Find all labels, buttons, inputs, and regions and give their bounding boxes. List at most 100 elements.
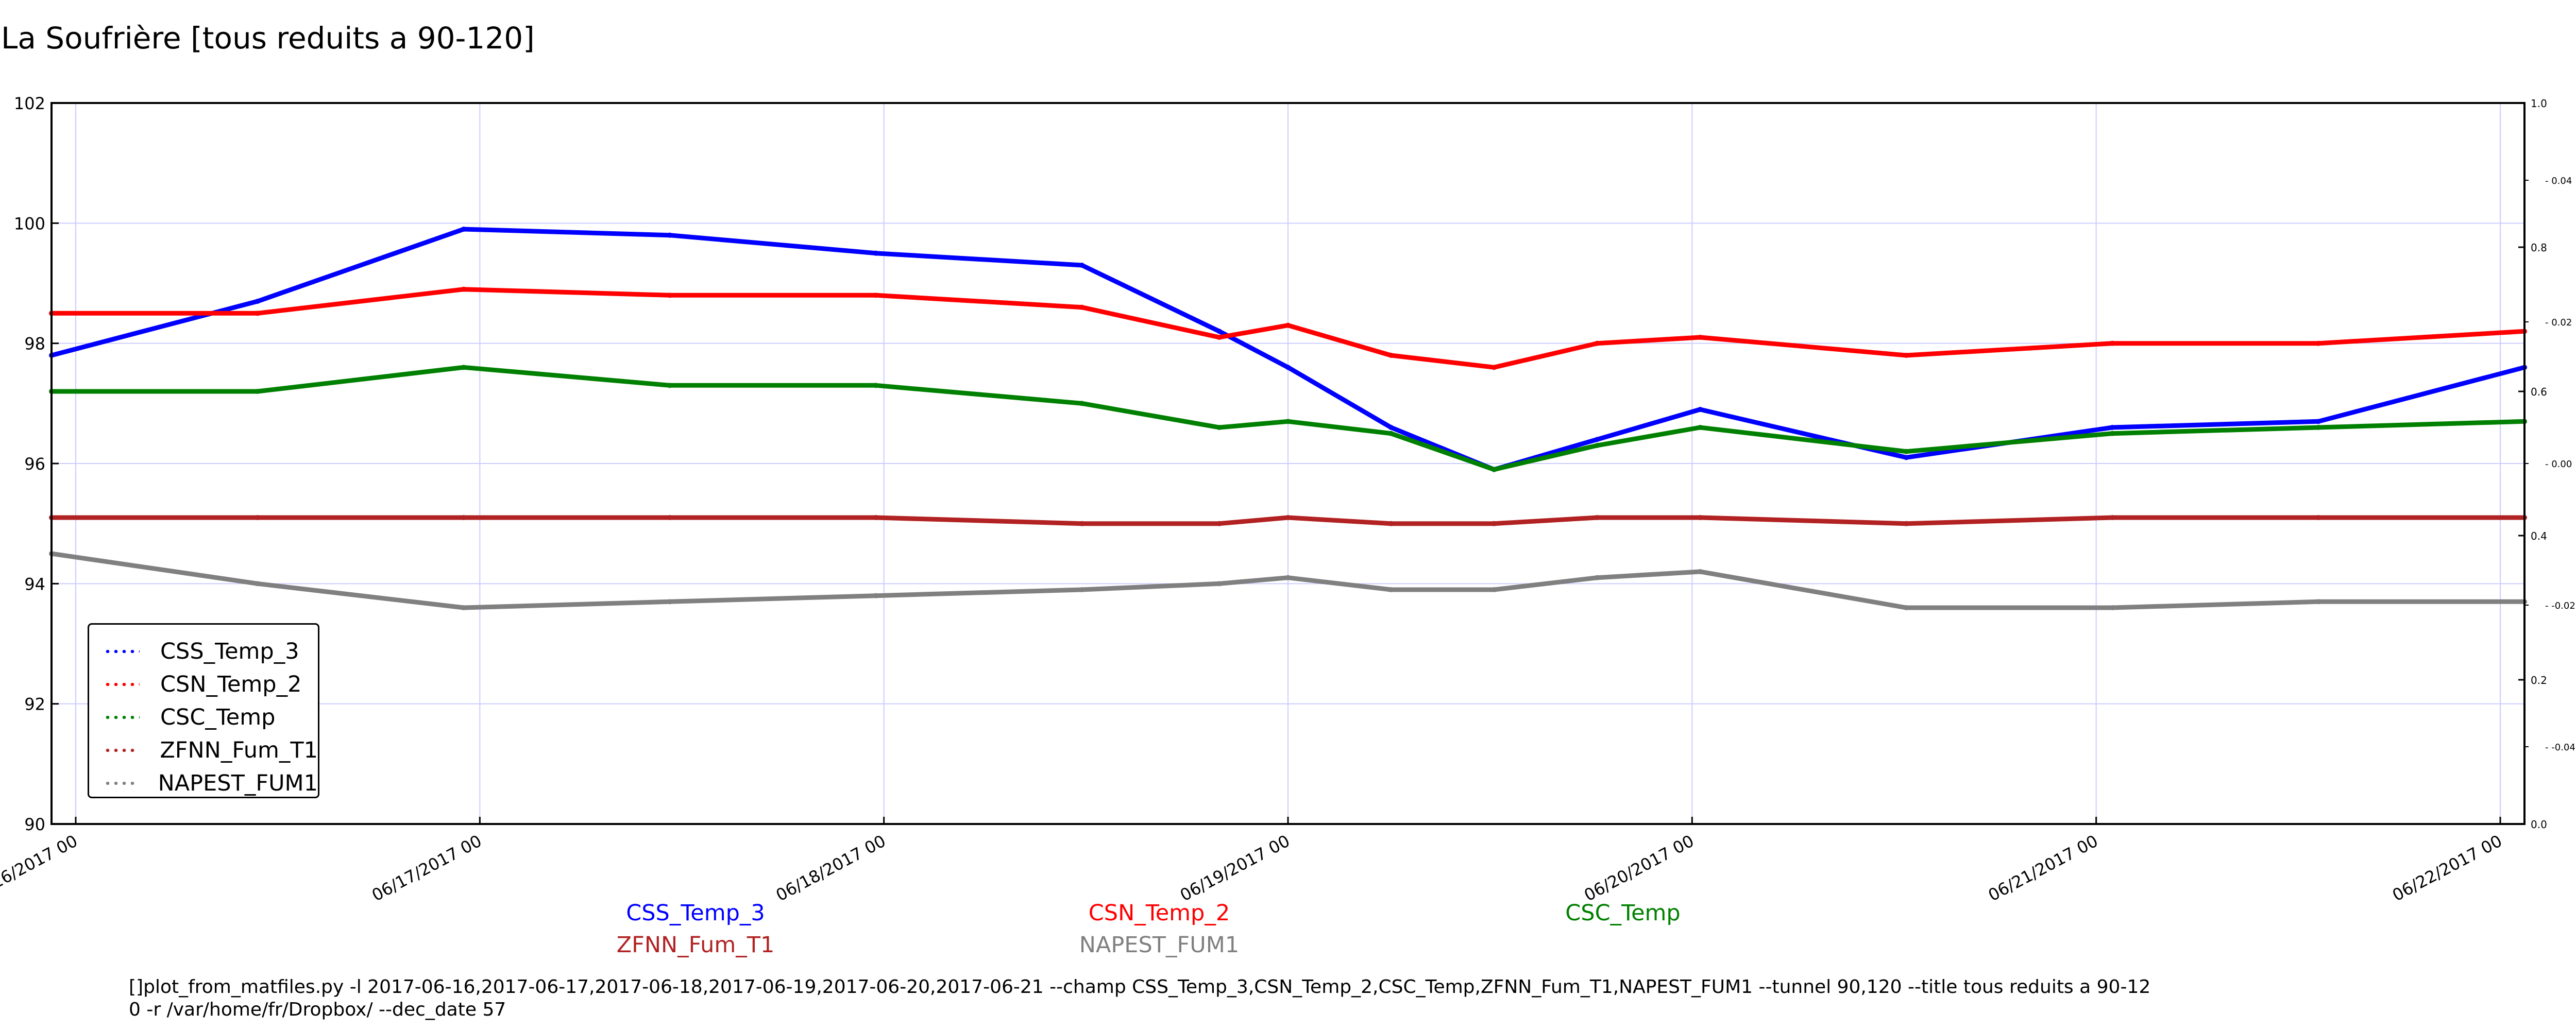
data-point-napest-fum1 [1492, 587, 1497, 592]
y-tick-label: 96 [24, 454, 45, 474]
data-point-zfnn-fum-t1 [1388, 521, 1394, 526]
legend-swatch [104, 782, 138, 785]
data-point-csc-temp [1595, 443, 1600, 448]
y-tick-label: 90 [24, 815, 45, 834]
data-point-css-temp-3 [1285, 365, 1291, 370]
legend-swatch [104, 650, 140, 653]
data-point-zfnn-fum-t1 [873, 515, 878, 520]
data-point-csn-temp-2 [1216, 335, 1222, 340]
legend-item: CSC_Temp [104, 701, 318, 734]
right-tick-label: 0.8 [2531, 242, 2547, 254]
data-point-zfnn-fum-t1 [2316, 515, 2321, 520]
data-point-css-temp-3 [461, 227, 466, 232]
x-tick-label: 06/21/2017 00 [1985, 831, 2102, 905]
data-point-csc-temp [1216, 425, 1222, 430]
x-tick-label: 06/17/2017 00 [368, 831, 485, 905]
data-point-csc-temp [255, 389, 260, 394]
data-point-css-temp-3 [873, 250, 878, 256]
legend-item: CSN_Temp_2 [104, 668, 318, 701]
right-inner-tick-label: - 0.00 [2545, 459, 2572, 470]
data-point-csn-temp-2 [1388, 353, 1394, 358]
data-point-zfnn-fum-t1 [1285, 515, 1291, 520]
right-inner-tick-label: - 0.02 [2545, 317, 2572, 328]
legend-item: NAPEST_FUM1 [104, 767, 318, 800]
data-point-csn-temp-2 [1492, 365, 1497, 370]
x-tick-label: 06/22/2017 00 [2389, 831, 2505, 905]
data-point-zfnn-fum-t1 [667, 515, 672, 520]
data-point-zfnn-fum-t1 [461, 515, 466, 520]
series-caption-csn-temp-2: CSN_Temp_2 [1088, 900, 1230, 926]
data-point-napest-fum1 [1388, 587, 1394, 592]
y-tick-label: 94 [24, 574, 45, 594]
series-caption-css-temp-3: CSS_Temp_3 [626, 900, 765, 926]
data-point-csc-temp [873, 383, 878, 388]
data-point-css-temp-3 [1388, 425, 1394, 430]
plot-frame [50, 102, 2526, 825]
data-point-css-temp-3 [1079, 263, 1084, 268]
data-point-csn-temp-2 [1904, 353, 1909, 358]
y-tick-label: 98 [24, 334, 45, 354]
data-point-napest-fum1 [2316, 599, 2321, 605]
x-tick-label: 06/19/2017 00 [1177, 831, 1293, 905]
data-point-csn-temp-2 [873, 293, 878, 298]
y-tick-label: 92 [24, 695, 45, 714]
series-line-csc-temp [49, 365, 2527, 472]
data-point-csn-temp-2 [255, 311, 260, 316]
legend-label: CSN_Temp_2 [160, 672, 302, 697]
data-point-zfnn-fum-t1 [1079, 521, 1084, 526]
legend-item: CSS_Temp_3 [104, 635, 318, 668]
data-point-css-temp-3 [255, 299, 260, 304]
series-caption-napest-fum1: NAPEST_FUM1 [1079, 932, 1240, 958]
data-point-zfnn-fum-t1 [1492, 521, 1497, 526]
legend-swatch [104, 716, 140, 719]
data-point-napest-fum1 [461, 605, 466, 610]
grid-lines [52, 102, 2529, 825]
data-point-csn-temp-2 [1595, 340, 1600, 346]
series-line-csn-temp-2 [49, 287, 2527, 370]
series-line-zfnn-fum-t1 [49, 515, 2527, 526]
series-caption-csc-temp: CSC_Temp [1565, 900, 1681, 926]
data-point-csc-temp [2316, 425, 2321, 430]
right-inner-tick-label: - -0.02 [2545, 600, 2575, 611]
series-caption-zfnn-fum-t1: ZFNN_Fum_T1 [616, 932, 775, 958]
data-point-zfnn-fum-t1 [1698, 515, 1703, 520]
right-inner-tick-label: - 0.04 [2545, 176, 2572, 186]
data-point-csn-temp-2 [1285, 322, 1291, 328]
data-point-csc-temp [1904, 449, 1909, 454]
legend: CSS_Temp_3 CSN_Temp_2 CSC_Temp ZFNN_Fum_… [88, 623, 319, 798]
y-tick-label: 102 [14, 94, 45, 113]
data-point-napest-fum1 [2110, 605, 2115, 610]
data-point-napest-fum1 [873, 593, 878, 598]
data-point-zfnn-fum-t1 [1904, 521, 1909, 526]
right-tick-label: 0.2 [2531, 674, 2547, 686]
data-point-napest-fum1 [255, 581, 260, 587]
data-point-zfnn-fum-t1 [255, 515, 260, 520]
data-point-napest-fum1 [667, 599, 672, 605]
data-point-napest-fum1 [1904, 605, 1909, 610]
data-point-zfnn-fum-t1 [1595, 515, 1600, 520]
data-point-zfnn-fum-t1 [1216, 521, 1222, 526]
data-point-napest-fum1 [1698, 569, 1703, 574]
data-point-csc-temp [1388, 431, 1394, 436]
data-point-csn-temp-2 [1698, 335, 1703, 340]
right-tick-label: 0.0 [2531, 818, 2547, 831]
data-point-csn-temp-2 [2316, 340, 2321, 346]
y-tick-label: 100 [14, 214, 45, 233]
legend-item: ZFNN_Fum_T1 [104, 734, 318, 767]
right-tick-label: 1.0 [2531, 97, 2547, 110]
data-point-csc-temp [1492, 467, 1497, 472]
right-tick-label: 0.4 [2531, 530, 2547, 542]
data-point-csn-temp-2 [461, 286, 466, 292]
legend-label: CSC_Temp [160, 705, 276, 730]
x-tick-label: 06/16/2017 00 [0, 831, 81, 905]
data-point-napest-fum1 [1285, 575, 1291, 580]
data-point-css-temp-3 [2110, 425, 2115, 430]
command-line-text: []plot_from_matfiles.py -l 2017-06-16,20… [129, 976, 2151, 1020]
chart-title: La Soufrière [tous reduits a 90-120] [1, 21, 535, 56]
data-point-csc-temp [1698, 425, 1703, 430]
data-point-csn-temp-2 [667, 293, 672, 298]
series-line-napest-fum1 [49, 551, 2527, 610]
data-point-css-temp-3 [1216, 329, 1222, 334]
x-tick-label: 06/18/2017 00 [773, 831, 889, 905]
